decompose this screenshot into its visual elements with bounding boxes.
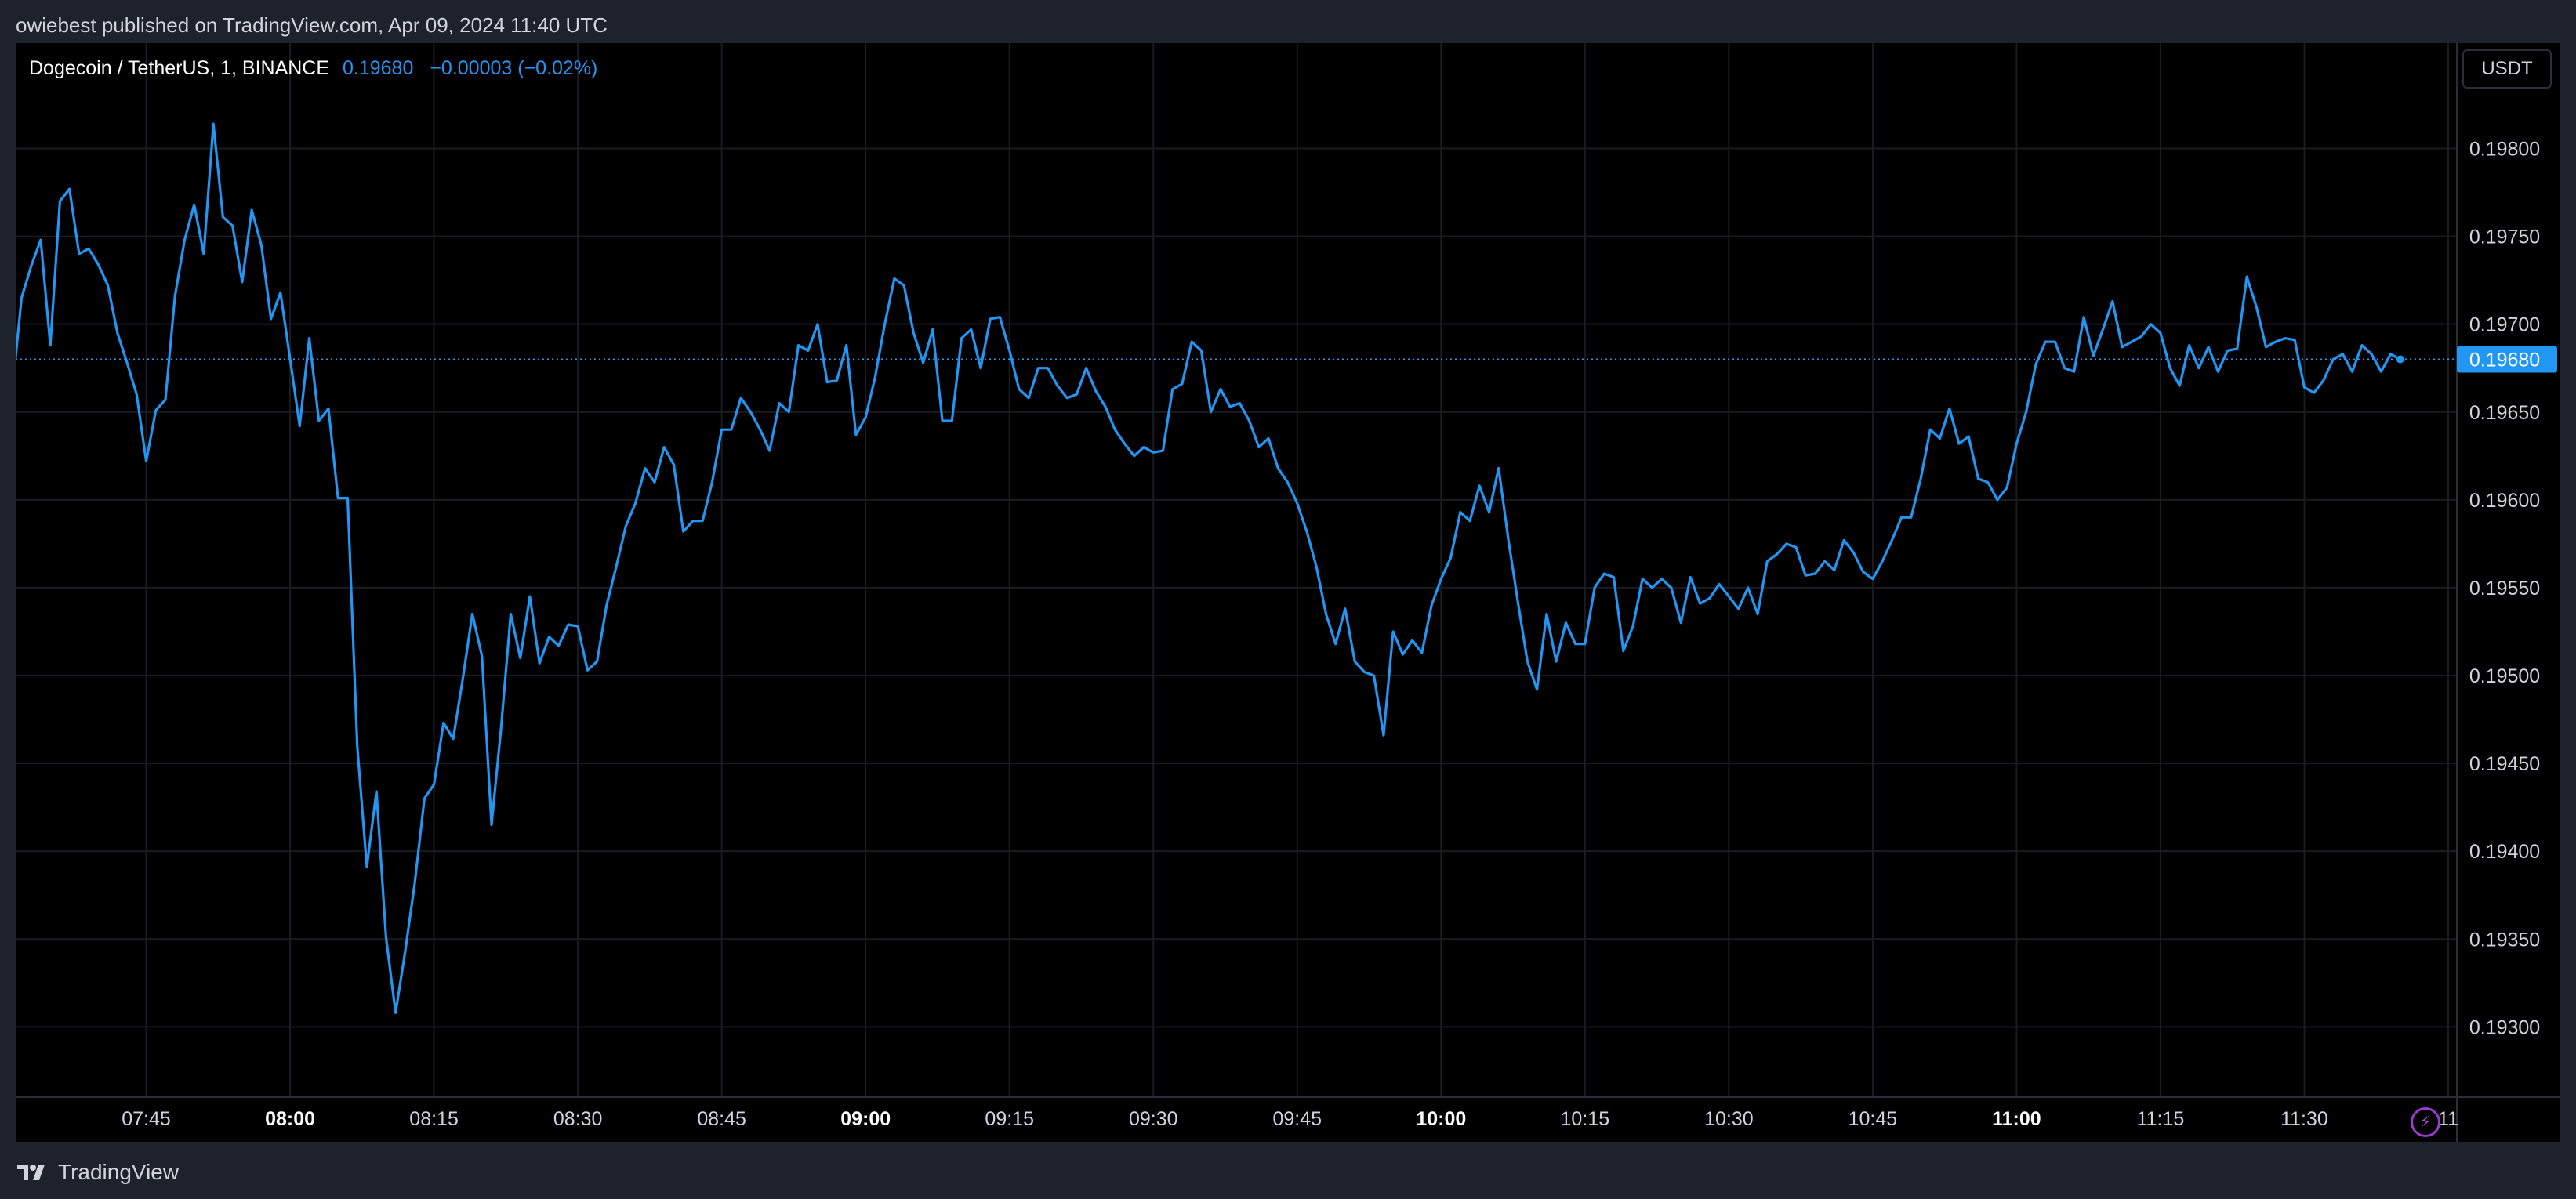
last-point-dot bbox=[2396, 355, 2404, 364]
x-tick-label: 11:15 bbox=[2137, 1108, 2185, 1130]
x-tick-label: 08:30 bbox=[553, 1108, 603, 1130]
tradingview-logo-icon bbox=[17, 1165, 45, 1180]
x-tick-label: 08:15 bbox=[409, 1108, 459, 1130]
lightning-bolt-icon[interactable]: ⚡ bbox=[2411, 1107, 2440, 1137]
x-tick-label: 10:30 bbox=[1704, 1108, 1754, 1130]
x-tick-label: 10:45 bbox=[1849, 1108, 1898, 1130]
last-price-badge-label: 0.19680 bbox=[2469, 350, 2540, 371]
x-tick-label: 11:00 bbox=[1992, 1108, 2041, 1130]
symbol-name[interactable]: Dogecoin / TetherUS, 1, BINANCE bbox=[29, 57, 330, 79]
y-tick-label: 0.19300 bbox=[2469, 1016, 2540, 1038]
x-tick-label: 08:45 bbox=[697, 1108, 746, 1130]
y-tick-label: 0.19550 bbox=[2469, 578, 2540, 600]
x-tick-label: 11:30 bbox=[2280, 1108, 2328, 1130]
y-tick-label: 0.19350 bbox=[2469, 929, 2540, 951]
x-tick-label: 09:45 bbox=[1272, 1108, 1322, 1130]
x-tick-label: 09:30 bbox=[1129, 1108, 1178, 1130]
symbol-legend: Dogecoin / TetherUS, 1, BINANCE 0.19680 … bbox=[29, 51, 597, 85]
x-tick-label: 10:00 bbox=[1416, 1108, 1466, 1130]
y-tick-label: 0.19650 bbox=[2469, 402, 2540, 424]
currency-button[interactable]: USDT bbox=[2462, 49, 2552, 89]
publish-line: owiebest published on TradingView.com, A… bbox=[16, 13, 608, 37]
y-tick-label: 0.19700 bbox=[2469, 314, 2540, 336]
y-tick-label: 0.19800 bbox=[2469, 139, 2540, 161]
tradingview-brand[interactable]: TradingView bbox=[16, 1155, 179, 1190]
x-tick-label: 08:00 bbox=[265, 1108, 315, 1130]
x-tick-label: 10:15 bbox=[1561, 1108, 1610, 1130]
x-tick-label: 09:15 bbox=[985, 1108, 1034, 1130]
x-tick-label: 07:45 bbox=[122, 1108, 171, 1130]
y-tick-label: 0.19500 bbox=[2469, 665, 2540, 687]
x-tick-label: 09:00 bbox=[840, 1108, 891, 1130]
x-tick-label: 11 bbox=[2438, 1108, 2458, 1130]
y-tick-label: 0.19450 bbox=[2469, 753, 2540, 775]
y-tick-label: 0.19750 bbox=[2469, 226, 2540, 248]
price-chart[interactable]: 0.19300 0.19350 0.19400 0.19450 0.19500 0.195… bbox=[16, 43, 2560, 1142]
price-series-line[interactable] bbox=[16, 122, 2402, 1014]
brand-label: TradingView bbox=[58, 1160, 180, 1184]
price-change-value: −0.00003 (−0.02%) bbox=[430, 57, 598, 79]
last-price-value: 0.19680 bbox=[343, 57, 414, 79]
last-price-badge bbox=[2457, 346, 2557, 373]
y-tick-label: 0.19400 bbox=[2469, 841, 2540, 863]
chart-pane[interactable]: 0.19300 0.19350 0.19400 0.19450 0.19500 0.195… bbox=[16, 43, 2560, 1142]
y-tick-label: 0.19600 bbox=[2469, 490, 2540, 512]
